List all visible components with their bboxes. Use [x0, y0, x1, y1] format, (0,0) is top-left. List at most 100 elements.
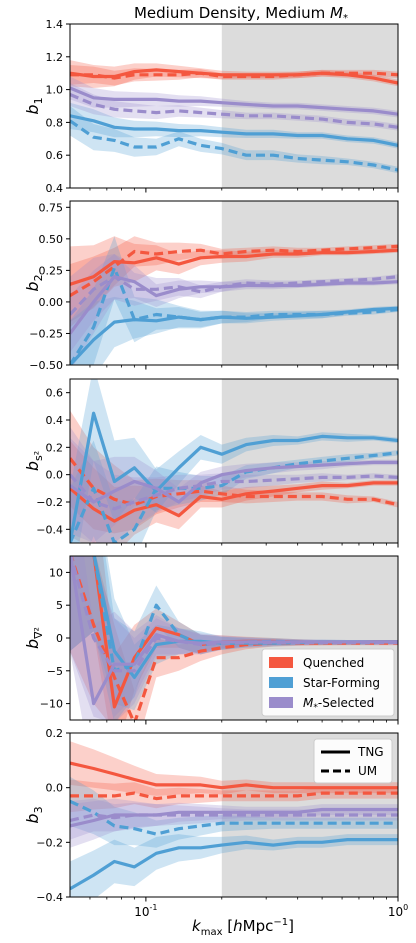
- band-starforming-UM: [70, 236, 398, 365]
- legend-models: TNG UM: [313, 738, 393, 784]
- band-quenched-UM: [70, 410, 398, 534]
- y-tick-label: −0.2: [36, 496, 63, 509]
- band-quenched-TNG: [70, 440, 398, 543]
- x-tick-label: 10-1: [134, 903, 157, 919]
- line-mselected-UM: [70, 556, 398, 673]
- band-quenched-UM: [70, 779, 398, 813]
- band-starforming-TNG: [70, 834, 398, 897]
- shaded-region: [221, 379, 398, 543]
- y-tick-label: 0.0: [46, 469, 64, 482]
- line-mselected-TNG: [70, 460, 398, 504]
- line-quenched-UM: [70, 457, 398, 507]
- band-starforming-UM: [70, 776, 398, 848]
- axes-frame: [69, 200, 399, 366]
- y-tick-label: −0.50: [29, 359, 63, 372]
- band-quenched-TNG: [70, 556, 398, 720]
- band-starforming-TNG: [70, 379, 398, 543]
- axes-frame: [69, 732, 399, 898]
- y-tick-label: 0.00: [39, 296, 64, 309]
- band-starforming-UM: [70, 556, 398, 720]
- line-mselected-TNG: [70, 86, 398, 116]
- y-axis-label: b∇²: [23, 627, 45, 649]
- y-tick-label: 0.75: [39, 201, 64, 214]
- line-quenched-TNG: [70, 481, 398, 523]
- y-axis-label: b1: [23, 97, 45, 114]
- x-axis-label: kmax [hMpc−1]: [192, 917, 294, 938]
- band-starforming-UM: [70, 106, 398, 174]
- line-quenched-UM: [70, 791, 398, 801]
- plot-area: [70, 201, 398, 365]
- band-quenched-UM: [70, 556, 398, 720]
- y-axis-label: bs²: [23, 451, 45, 471]
- line-mselected-UM: [70, 93, 398, 129]
- panel-bs²: −0.4 −0.2 0.0 0.2 0.4 0.6 bs²: [23, 378, 399, 548]
- band-mselected-UM: [70, 426, 398, 543]
- y-tick-label: −0.4: [36, 523, 63, 536]
- y-tick-label: 1.0: [46, 84, 64, 97]
- line-mselected-UM: [70, 473, 398, 511]
- y-tick-label: 0.6: [46, 149, 64, 162]
- line-mselected-UM: [70, 275, 398, 316]
- y-tick-label: 0.50: [39, 233, 64, 246]
- line-starforming-UM: [70, 266, 398, 365]
- line-mselected-TNG: [70, 807, 398, 828]
- y-axis-label: b3: [23, 806, 45, 823]
- y-tick-label: 0.6: [46, 387, 64, 400]
- band-starforming-TNG: [70, 102, 398, 149]
- y-tick-label: 0.25: [39, 264, 64, 277]
- y-tick-label: 0.2: [46, 441, 64, 454]
- y-tick-label: 0: [56, 632, 63, 645]
- band-mselected-UM: [70, 798, 398, 840]
- y-tick-label: −0.2: [36, 836, 63, 849]
- legend-swatch: [269, 657, 293, 668]
- x-tick-label: 100: [388, 903, 408, 919]
- legend-label: Quenched: [303, 656, 364, 670]
- y-tick-label: 10: [49, 566, 63, 579]
- plot-area: [70, 24, 398, 188]
- y-tick-label: −5: [47, 665, 63, 678]
- y-tick-label: 0.2: [46, 727, 64, 740]
- y-tick-label: 5: [56, 599, 63, 612]
- y-tick-label: 1.4: [46, 18, 64, 31]
- y-tick-label: −10: [40, 698, 63, 711]
- y-tick-label: 0.8: [46, 116, 64, 129]
- line-starforming-UM: [70, 119, 398, 172]
- y-tick-label: 0.4: [46, 182, 64, 195]
- legend-label: Star-Forming: [303, 676, 380, 690]
- line-starforming-TNG: [70, 114, 398, 147]
- plot-area: [70, 379, 398, 543]
- band-mselected-UM: [70, 556, 398, 720]
- band-mselected-UM: [70, 83, 398, 131]
- axes-frame: [69, 378, 399, 544]
- legend-swatch: [269, 677, 293, 688]
- line-quenched-UM: [70, 244, 398, 297]
- axes-frame: [69, 23, 399, 189]
- figure-title: Medium Density, Medium M*: [134, 4, 348, 24]
- line-starforming-TNG: [70, 411, 398, 543]
- line-quenched-UM: [70, 71, 398, 80]
- y-tick-label: 1.2: [46, 51, 64, 64]
- band-starforming-UM: [70, 440, 398, 543]
- legend-samples: Quenched Star-Forming M*-Selected: [261, 648, 395, 717]
- band-mselected-TNG: [70, 556, 398, 720]
- band-mselected-UM: [70, 254, 398, 353]
- legend-label: M*-Selected: [303, 696, 374, 713]
- y-axis-label: b2: [23, 274, 45, 291]
- panel-b2: −0.50 −0.25 0.00 0.25 0.50 0.75 b2: [23, 200, 399, 372]
- line-mselected-UM: [70, 813, 398, 823]
- line-starforming-UM: [70, 799, 398, 836]
- line-starforming-TNG: [70, 837, 398, 891]
- y-tick-label: −0.25: [29, 327, 63, 340]
- band-mselected-TNG: [70, 254, 398, 365]
- legend-box: [261, 648, 395, 717]
- panel-b1: 0.4 0.6 0.8 1.0 1.2 1.4 b1: [23, 18, 399, 195]
- legend-label: TNG: [357, 745, 384, 759]
- line-starforming-UM: [70, 451, 398, 543]
- legend-label: UM: [358, 764, 377, 778]
- y-tick-label: 0.0: [46, 782, 64, 795]
- band-starforming-TNG: [70, 556, 398, 711]
- y-tick-label: −0.4: [36, 891, 63, 904]
- legend-swatch: [269, 697, 293, 708]
- y-tick-label: 0.4: [46, 414, 64, 427]
